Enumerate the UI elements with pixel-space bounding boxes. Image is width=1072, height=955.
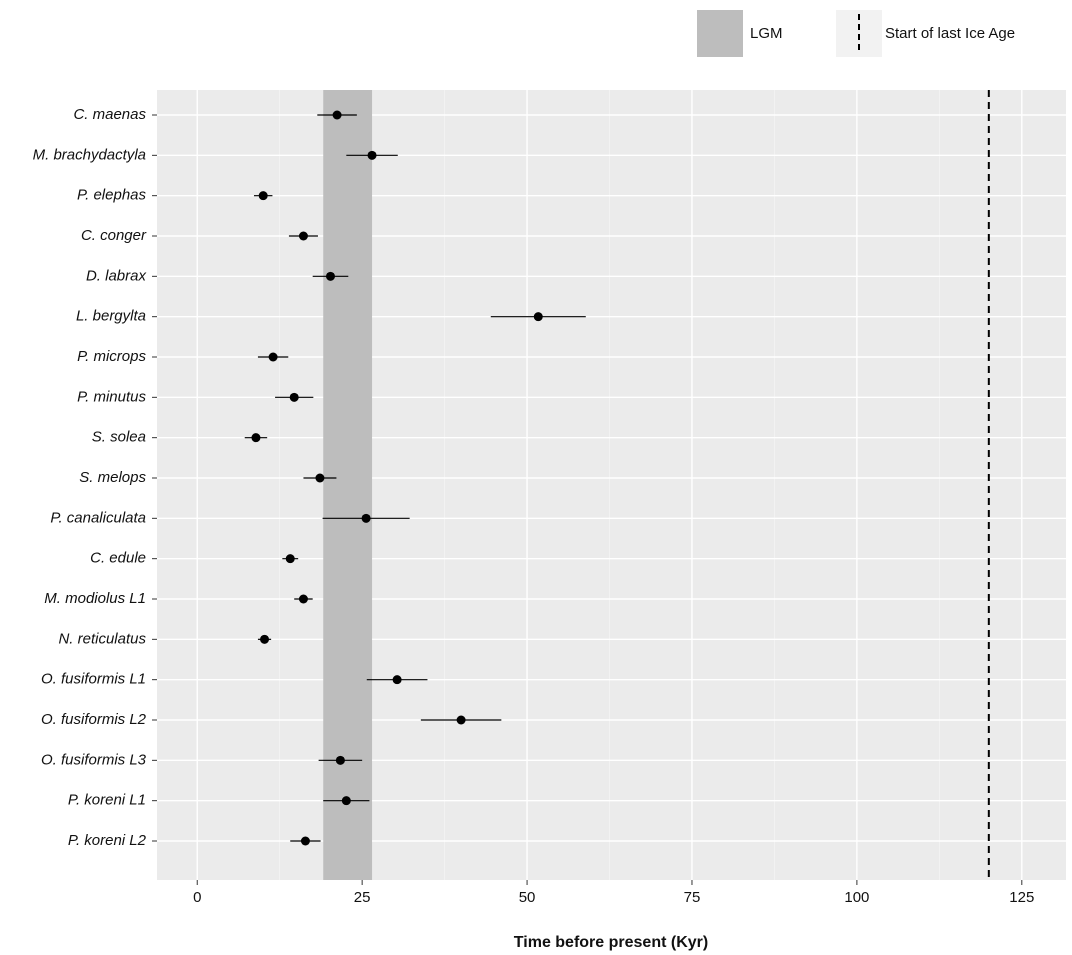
legend: LGM Start of last Ice Age bbox=[697, 10, 1015, 57]
legend-label: Start of last Ice Age bbox=[885, 25, 1015, 42]
y-tick-label: P. koreni L1 bbox=[68, 792, 146, 809]
y-tick-label: P. koreni L2 bbox=[68, 832, 147, 849]
point bbox=[301, 837, 310, 846]
chart: 0 25 50 75 100 125 C. maenas M. brachydactyla P.… bbox=[0, 0, 1072, 955]
x-tick-label: 25 bbox=[354, 889, 371, 906]
point bbox=[393, 675, 402, 684]
y-tick-label: P. elephas bbox=[77, 187, 146, 204]
y-tick-label: C. conger bbox=[81, 227, 147, 244]
point bbox=[534, 312, 543, 321]
x-tick-label: 125 bbox=[1009, 889, 1034, 906]
x-tick-label: 50 bbox=[519, 889, 536, 906]
point bbox=[260, 635, 269, 644]
y-tick-label: S. solea bbox=[92, 429, 146, 446]
point bbox=[259, 191, 268, 200]
point bbox=[251, 433, 260, 442]
point bbox=[290, 393, 299, 402]
y-tick-label: C. edule bbox=[90, 550, 146, 567]
y-tick-label: M. brachydactyla bbox=[33, 146, 146, 163]
point bbox=[362, 514, 371, 523]
y-tick-label: O. fusiformis L1 bbox=[41, 671, 146, 688]
legend-key-band bbox=[697, 10, 743, 57]
y-tick-label: D. labrax bbox=[86, 267, 147, 284]
y-tick-label: C. maenas bbox=[73, 106, 146, 123]
point bbox=[342, 796, 351, 805]
y-tick-label: P. minutus bbox=[77, 388, 146, 405]
point bbox=[315, 474, 324, 483]
y-tick-label: P. canaliculata bbox=[50, 509, 146, 526]
legend-label: LGM bbox=[750, 25, 783, 42]
x-tick-label: 75 bbox=[684, 889, 701, 906]
panel bbox=[157, 90, 1066, 880]
x-tick-label: 100 bbox=[844, 889, 869, 906]
point bbox=[457, 716, 466, 725]
point bbox=[286, 554, 295, 563]
point bbox=[326, 272, 335, 281]
y-tick-label: S. melops bbox=[79, 469, 146, 486]
point bbox=[299, 595, 308, 604]
point bbox=[336, 756, 345, 765]
point bbox=[333, 111, 342, 120]
y-tick-label: O. fusiformis L3 bbox=[41, 751, 147, 768]
x-tick-label: 0 bbox=[193, 889, 201, 906]
point bbox=[299, 232, 308, 241]
point bbox=[269, 353, 278, 362]
point bbox=[368, 151, 377, 160]
x-axis-title: Time before present (Kyr) bbox=[514, 934, 708, 951]
y-tick-label: O. fusiformis L2 bbox=[41, 711, 147, 728]
y-tick-label: L. bergylta bbox=[76, 308, 146, 325]
lgm-band bbox=[323, 90, 372, 880]
y-tick-label: M. modiolus L1 bbox=[44, 590, 146, 607]
y-tick-label: P. microps bbox=[77, 348, 146, 365]
y-tick-label: N. reticulatus bbox=[58, 630, 146, 647]
